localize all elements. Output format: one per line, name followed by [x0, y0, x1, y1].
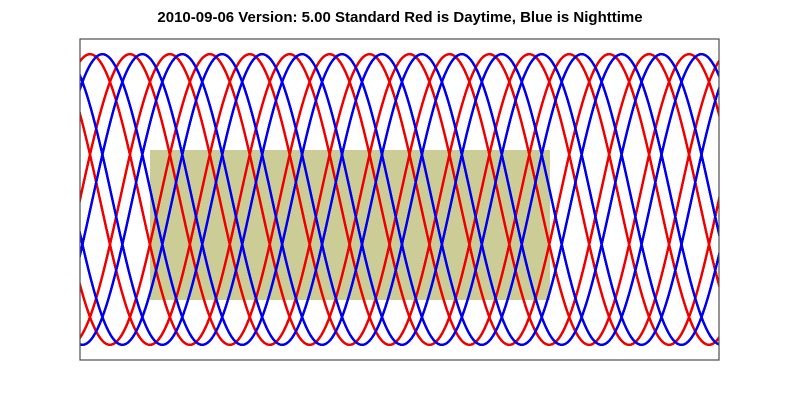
svg-text:2010-09-06 Version: 5.00 S: 2010-09-06 Version: 5.00 Standard Red is…	[157, 9, 642, 26]
